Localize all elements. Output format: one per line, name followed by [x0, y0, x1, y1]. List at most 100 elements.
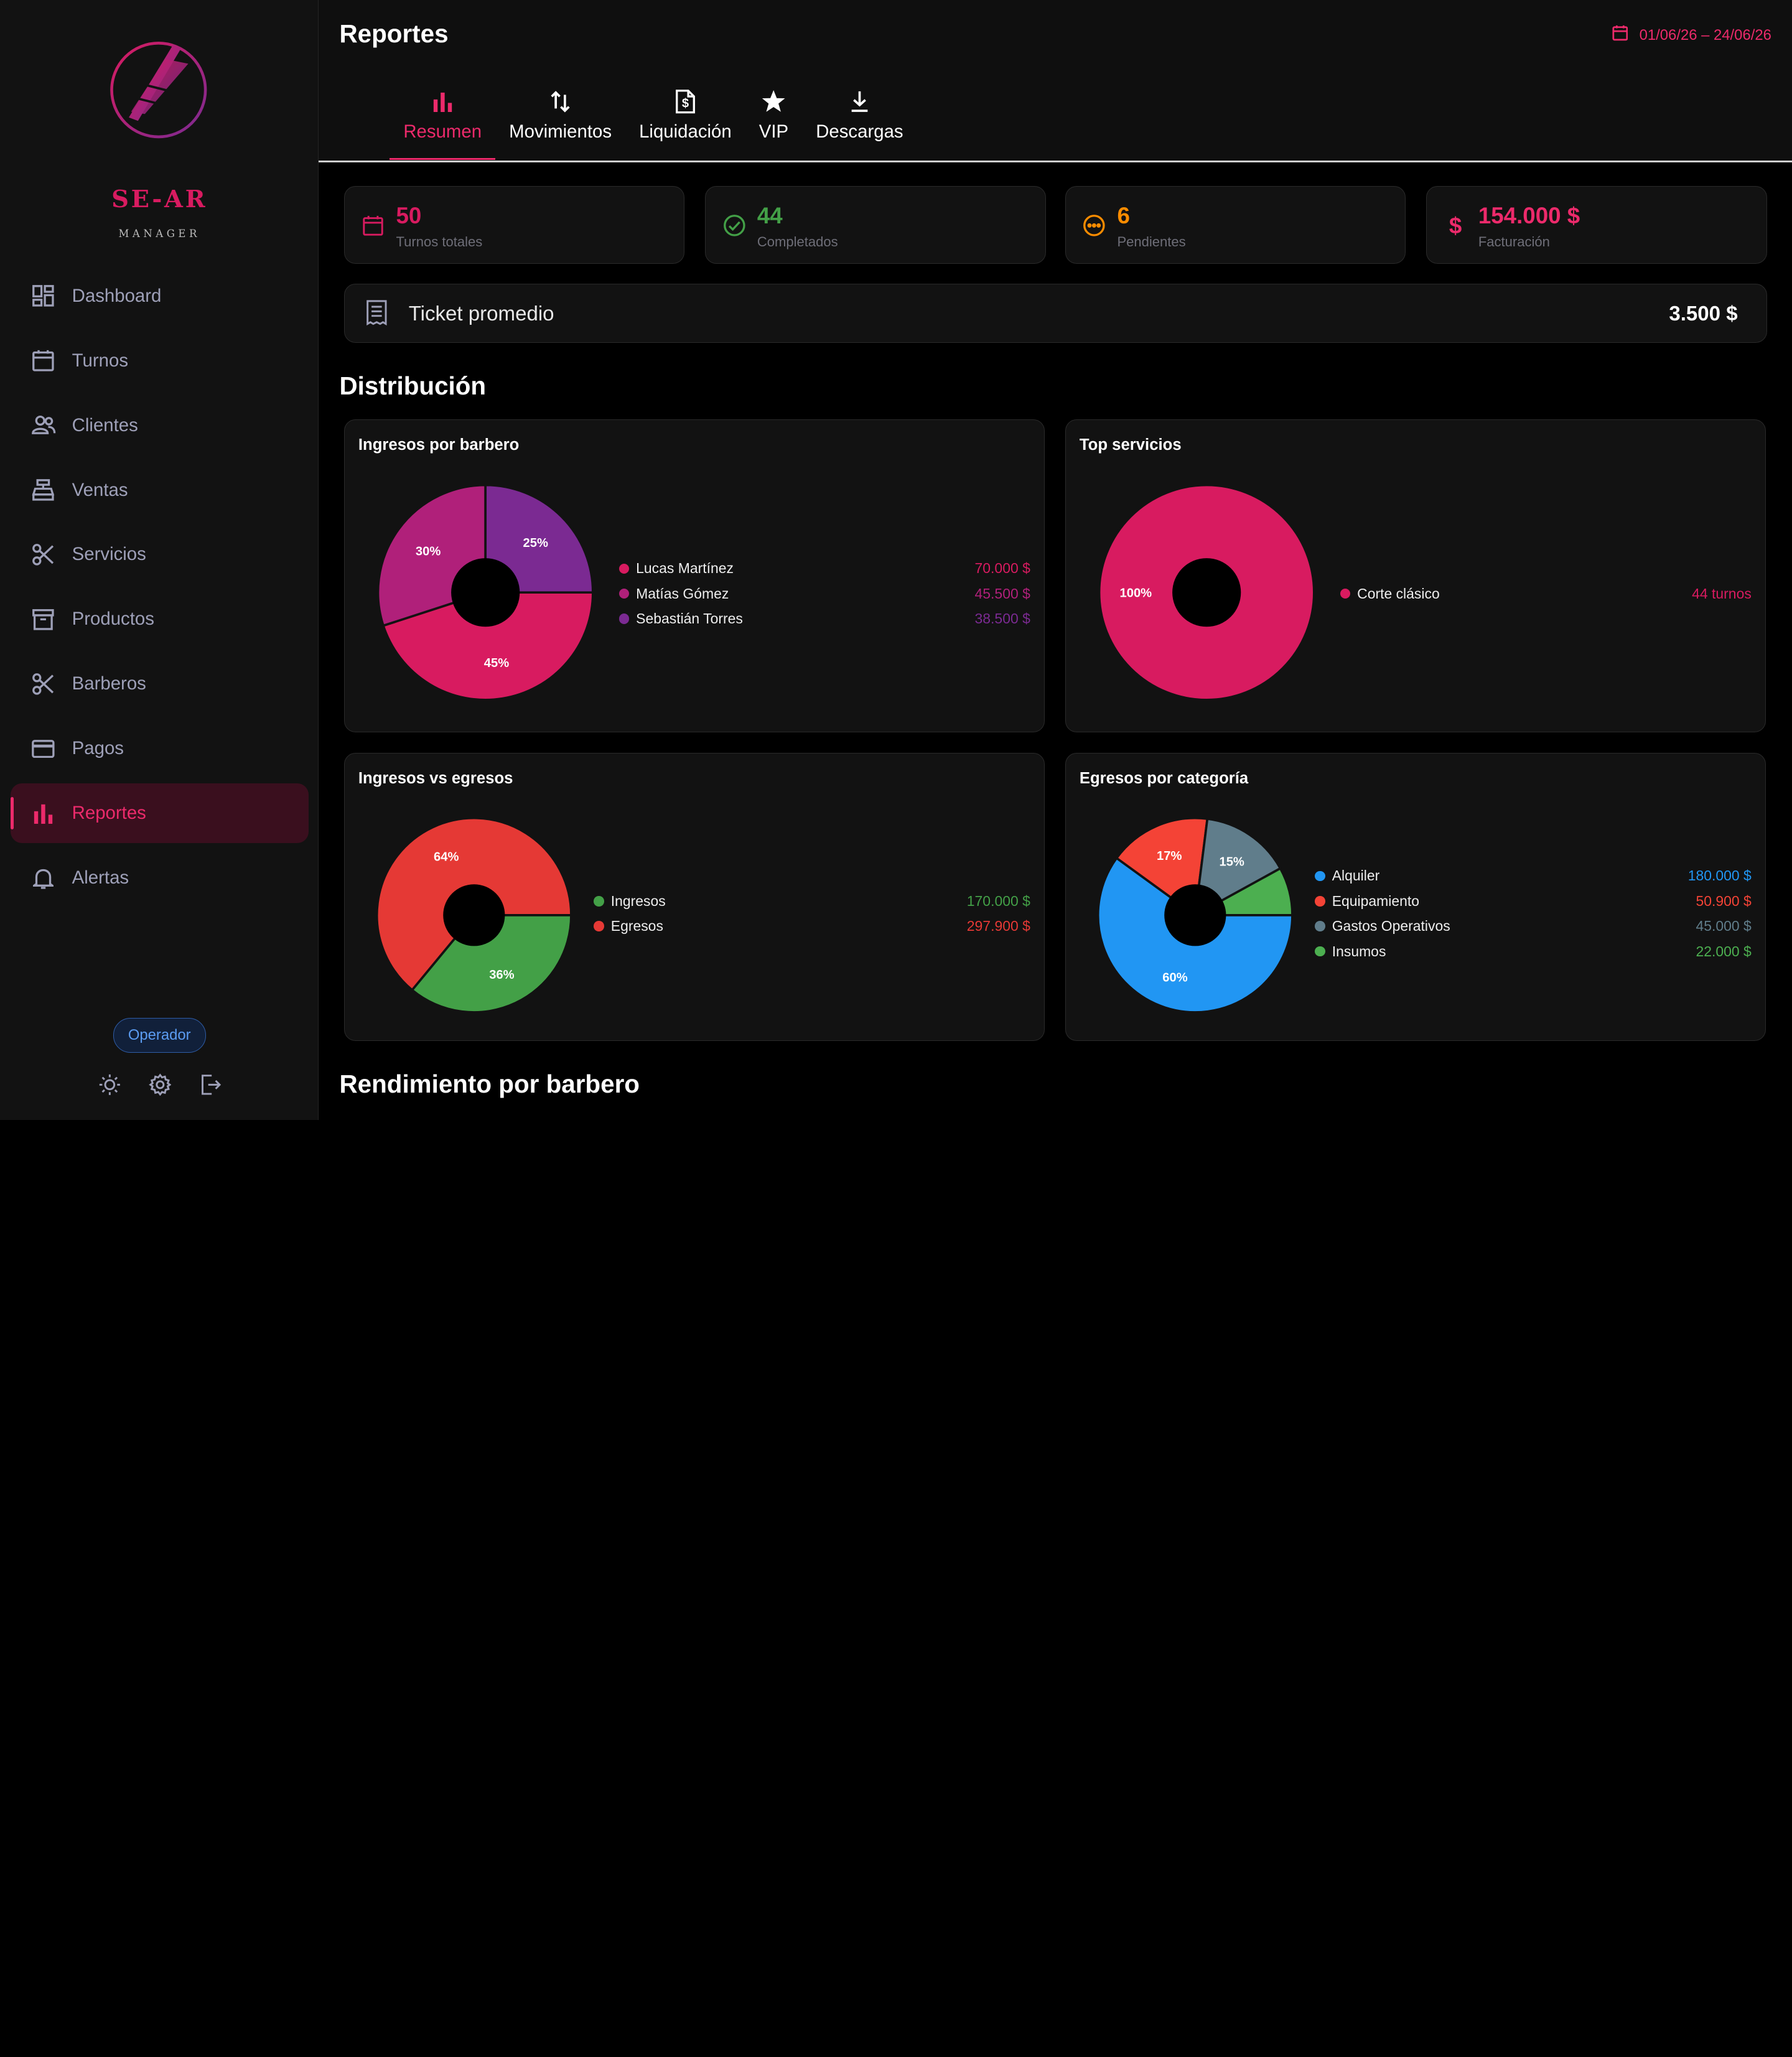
- page-title: Reportes: [339, 19, 449, 49]
- stat-card-facturacion: $ 154.000 $ Facturación: [1426, 186, 1767, 264]
- stat-card-turnos: 50 Turnos totales: [343, 186, 685, 264]
- pie-slice-label: 45%: [483, 656, 508, 670]
- stat-label: Pendientes: [1117, 233, 1186, 250]
- legend-item: Equipamiento 50.900 $: [1315, 889, 1752, 913]
- legend-item: Gastos Operativos 45.000 $: [1315, 914, 1752, 939]
- legend-dot: [618, 563, 630, 574]
- tab-movimientos[interactable]: Movimientos: [495, 87, 625, 161]
- legend-dot: [1315, 896, 1325, 907]
- people-icon: [31, 413, 56, 437]
- pie-slice[interactable]: [483, 483, 594, 594]
- sidebar-item-label: Barberos: [72, 673, 146, 694]
- legend-name: Corte clásico: [1357, 585, 1440, 602]
- sidebar-item-productos[interactable]: Productos: [11, 590, 309, 650]
- pie-chart-top-services: 100%: [1098, 483, 1315, 701]
- legend-item: Sebastián Torres 38.500 $: [618, 606, 1030, 631]
- pie-slice-label: 36%: [489, 968, 514, 981]
- tab-label: Resumen: [403, 121, 482, 142]
- stat-value: 6: [1117, 203, 1130, 229]
- legend-amount: 45.500 $: [974, 585, 1030, 602]
- check-circle-icon: [722, 213, 747, 238]
- sidebar-item-ventas[interactable]: Ventas: [11, 460, 309, 520]
- date-range-picker[interactable]: 01/06/26 – 24/06/26: [1612, 25, 1771, 45]
- tab-descargas[interactable]: Descargas: [802, 87, 917, 161]
- stat-value: 50: [396, 203, 422, 229]
- pie-chart-income-by-barber: 45% 30% 25%: [376, 483, 594, 701]
- logout-icon[interactable]: [197, 1071, 224, 1098]
- stat-label: Facturación: [1478, 233, 1550, 250]
- legend-item: Corte clásico 44 turnos: [1340, 581, 1752, 606]
- sidebar-item-dashboard[interactable]: Dashboard: [11, 266, 309, 326]
- sidebar-item-turnos[interactable]: Turnos: [11, 331, 309, 391]
- brand-subtitle: MANAGER: [118, 227, 200, 240]
- pie-slice[interactable]: [1193, 817, 1282, 917]
- stat-value: 154.000 $: [1478, 203, 1580, 229]
- brand-name: SE-AR: [111, 185, 208, 213]
- sidebar-footer: [96, 1071, 224, 1098]
- report-tabs: Resumen Movimientos $ Liquidación VIP De…: [390, 87, 917, 161]
- legend-amount: 70.000 $: [974, 560, 1030, 577]
- calendar-icon: [1612, 25, 1628, 45]
- ticket-value: 3.500 $: [1669, 302, 1738, 325]
- stat-label: Turnos totales: [396, 233, 483, 250]
- cash-register-icon: [31, 477, 56, 502]
- sidebar-item-pagos[interactable]: Pagos: [11, 719, 309, 779]
- scissors-icon: [31, 542, 56, 567]
- sidebar-nav: Dashboard Turnos Clientes Ventas Servici…: [10, 266, 309, 913]
- legend-dot: [594, 921, 604, 931]
- sun-icon[interactable]: [96, 1071, 123, 1098]
- chart-card-income-by-barber: Ingresos por barbero 45% 30% 25% Lucas Mar…: [343, 419, 1045, 733]
- stat-card-pendientes: 6 Pendientes: [1065, 186, 1406, 264]
- legend-amount: 170.000 $: [966, 892, 1030, 909]
- section-title-distribution: Distribución: [339, 371, 487, 400]
- legend-item: Egresos 297.900 $: [594, 914, 1030, 939]
- donut-hole: [1172, 558, 1241, 627]
- star-icon: [761, 87, 786, 117]
- pie-slice-label: 100%: [1119, 587, 1152, 600]
- tab-liquidacion[interactable]: $ Liquidación: [625, 87, 745, 161]
- legend-item: Lucas Martínez 70.000 $: [618, 556, 1030, 581]
- legend-item: Alquiler 180.000 $: [1315, 864, 1752, 889]
- pie-slice[interactable]: [410, 913, 572, 1014]
- sidebar-item-servicios[interactable]: Servicios: [11, 525, 309, 585]
- chart-card-income-vs-expense: Ingresos vs egresos 36% 64% Ingresos 170.0…: [343, 753, 1045, 1042]
- main-content: Reportes 01/06/26 – 24/06/26 Resumen Mov…: [319, 0, 1792, 1120]
- legend-dot: [1315, 946, 1325, 957]
- dollar-icon: $: [1449, 212, 1462, 238]
- legend-dot: [1340, 588, 1351, 599]
- legend-item: Matías Gómez 45.500 $: [618, 581, 1030, 606]
- pending-icon: [1082, 213, 1107, 238]
- calendar-icon: [31, 348, 56, 373]
- sidebar-item-label: Alertas: [72, 867, 129, 889]
- bar-chart-icon: [432, 87, 453, 117]
- bell-icon: [31, 865, 56, 890]
- sidebar-item-clientes[interactable]: Clientes: [11, 396, 309, 455]
- tab-resumen[interactable]: Resumen: [390, 87, 496, 161]
- donut-hole: [450, 558, 520, 627]
- ticket-average-card: Ticket promedio 3.500 $: [343, 283, 1767, 343]
- legend-dot: [1315, 870, 1325, 882]
- sidebar-item-reportes[interactable]: Reportes: [10, 783, 309, 843]
- gear-icon[interactable]: [146, 1071, 174, 1098]
- sidebar-item-alertas[interactable]: Alertas: [11, 848, 309, 908]
- pie-slice-label: 64%: [434, 850, 459, 864]
- card-title: Egresos por categoría: [1079, 770, 1249, 788]
- sidebar-item-barberos[interactable]: Barberos: [11, 655, 309, 714]
- legend-name: Alquiler: [1332, 867, 1380, 884]
- legend-name: Insumos: [1332, 943, 1386, 959]
- sidebar-item-label: Dashboard: [72, 285, 162, 306]
- sidebar-item-label: Reportes: [72, 803, 146, 824]
- card-title: Ingresos por barbero: [358, 436, 520, 454]
- legend-amount: 38.500 $: [974, 610, 1030, 627]
- sidebar-item-label: Ventas: [72, 479, 128, 500]
- legend-amount: 22.000 $: [1696, 943, 1752, 959]
- bar-chart-icon: [31, 801, 56, 826]
- stat-card-completados: 44 Completados: [705, 186, 1046, 264]
- legend-dot: [594, 896, 604, 907]
- tab-vip[interactable]: VIP: [745, 87, 802, 161]
- pie-chart-expenses-by-category: 60% 17% 15%: [1096, 816, 1294, 1014]
- legend-income-by-barber: Lucas Martínez 70.000 $ Matías Gómez 45.500…: [618, 556, 1030, 632]
- legend-name: Ingresos: [610, 892, 666, 909]
- legend-item: Ingresos 170.000 $: [594, 889, 1030, 913]
- pie-slice[interactable]: [381, 591, 594, 701]
